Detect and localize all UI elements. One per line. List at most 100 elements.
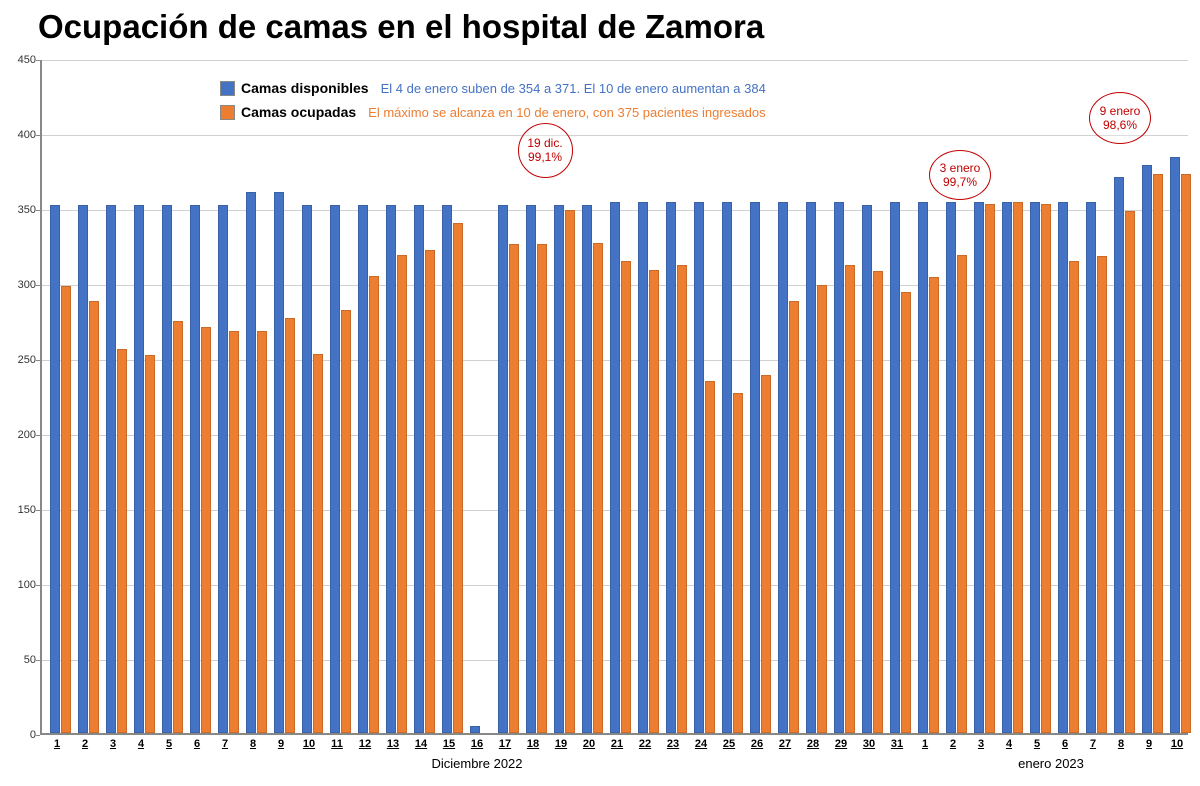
- bar-occupied: [565, 210, 575, 734]
- y-tick-mark: [36, 360, 40, 361]
- x-tick-label: 19: [555, 738, 567, 750]
- bar-occupied: [677, 265, 687, 733]
- bar-available: [722, 202, 732, 733]
- y-tick-label: 200: [6, 429, 36, 441]
- callout-line1: 19 dic.: [519, 136, 572, 150]
- bar-occupied: [201, 327, 211, 734]
- x-tick-label: 29: [835, 738, 847, 750]
- x-tick-label: 6: [194, 738, 200, 750]
- callout-line2: 99,1%: [519, 150, 572, 164]
- x-tick-label: 3: [110, 738, 116, 750]
- x-axis-label-dec: Diciembre 2022: [431, 756, 522, 771]
- bar-occupied: [89, 301, 99, 733]
- bar-available: [778, 202, 788, 733]
- x-tick-label: 16: [471, 738, 483, 750]
- bars: [42, 60, 1188, 733]
- callout: 19 dic.99,1%: [518, 123, 573, 178]
- x-tick-label: 22: [639, 738, 651, 750]
- x-tick-label: 1: [922, 738, 928, 750]
- bar-occupied: [61, 286, 71, 733]
- bar-occupied: [621, 261, 631, 734]
- y-tick-label: 300: [6, 279, 36, 291]
- bar-available: [414, 205, 424, 733]
- bar-available: [610, 202, 620, 733]
- callout-line2: 98,6%: [1090, 118, 1150, 132]
- x-tick-label: 7: [222, 738, 228, 750]
- bar-occupied: [845, 265, 855, 733]
- y-tick-mark: [36, 735, 40, 736]
- callout-line2: 99,7%: [930, 175, 990, 189]
- callout: 9 enero98,6%: [1089, 92, 1151, 144]
- bar-occupied: [1013, 202, 1023, 733]
- x-tick-label: 28: [807, 738, 819, 750]
- x-tick-label: 10: [1171, 738, 1183, 750]
- y-tick-label: 150: [6, 504, 36, 516]
- bar-occupied: [1125, 211, 1135, 733]
- bar-available: [218, 205, 228, 733]
- bar-occupied: [1069, 261, 1079, 734]
- y-tick-label: 450: [6, 54, 36, 66]
- bar-available: [862, 205, 872, 733]
- y-tick-label: 100: [6, 579, 36, 591]
- y-tick-mark: [36, 210, 40, 211]
- y-tick-label: 400: [6, 129, 36, 141]
- x-tick-label: 27: [779, 738, 791, 750]
- bar-available: [78, 205, 88, 733]
- bar-available: [386, 205, 396, 733]
- bar-occupied: [425, 250, 435, 733]
- bar-occupied: [117, 349, 127, 733]
- bar-occupied: [1153, 174, 1163, 734]
- bar-available: [358, 205, 368, 733]
- chart: Ocupación de camas en el hospital de Zam…: [0, 0, 1200, 786]
- y-tick-mark: [36, 510, 40, 511]
- bar-available: [974, 202, 984, 733]
- bar-occupied: [537, 244, 547, 733]
- x-tick-label: 3: [978, 738, 984, 750]
- y-tick-mark: [36, 660, 40, 661]
- bar-available: [274, 192, 284, 734]
- bar-available: [302, 205, 312, 733]
- x-tick-label: 8: [250, 738, 256, 750]
- bar-occupied: [789, 301, 799, 733]
- bar-available: [470, 726, 480, 734]
- bar-available: [1086, 202, 1096, 733]
- bar-available: [582, 205, 592, 733]
- bar-occupied: [705, 381, 715, 734]
- x-tick-label: 10: [303, 738, 315, 750]
- bar-occupied: [957, 255, 967, 734]
- x-tick-label: 15: [443, 738, 455, 750]
- x-tick-label: 2: [82, 738, 88, 750]
- y-tick-label: 350: [6, 204, 36, 216]
- bar-available: [246, 192, 256, 734]
- bar-occupied: [173, 321, 183, 734]
- bar-occupied: [733, 393, 743, 734]
- x-tick-label: 18: [527, 738, 539, 750]
- x-tick-label: 9: [278, 738, 284, 750]
- bar-occupied: [397, 255, 407, 734]
- bar-occupied: [229, 331, 239, 733]
- x-tick-label: 8: [1118, 738, 1124, 750]
- x-tick-label: 26: [751, 738, 763, 750]
- bar-available: [750, 202, 760, 733]
- bar-available: [106, 205, 116, 733]
- y-tick-label: 50: [6, 654, 36, 666]
- x-tick-label: 6: [1062, 738, 1068, 750]
- bar-available: [1142, 165, 1152, 734]
- bar-available: [330, 205, 340, 733]
- bar-available: [1170, 157, 1180, 733]
- x-tick-label: 9: [1146, 738, 1152, 750]
- bar-available: [1030, 202, 1040, 733]
- x-tick-label: 4: [1006, 738, 1012, 750]
- x-tick-label: 4: [138, 738, 144, 750]
- x-tick-label: 11: [331, 738, 343, 750]
- bar-occupied: [593, 243, 603, 734]
- bar-available: [946, 202, 956, 733]
- y-tick-mark: [36, 285, 40, 286]
- bar-available: [666, 202, 676, 733]
- bar-occupied: [313, 354, 323, 734]
- bar-occupied: [649, 270, 659, 734]
- bar-occupied: [509, 244, 519, 733]
- bar-occupied: [929, 277, 939, 733]
- bar-available: [806, 202, 816, 733]
- x-tick-label: 30: [863, 738, 875, 750]
